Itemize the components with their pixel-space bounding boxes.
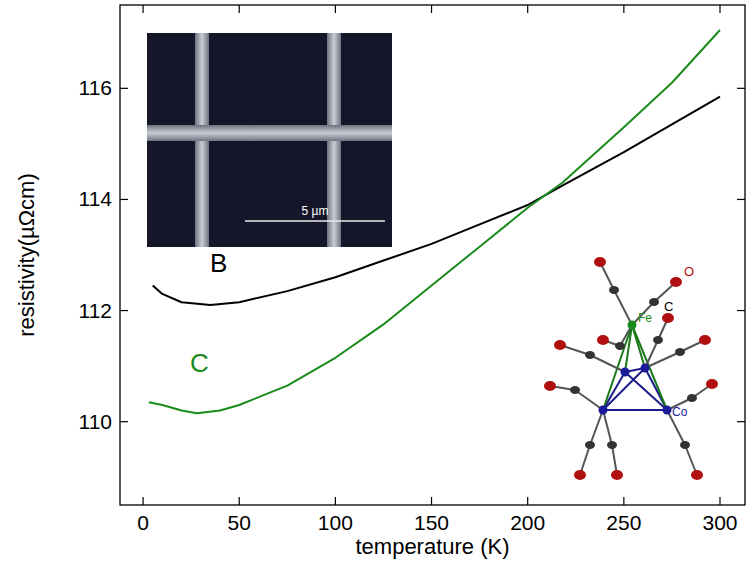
y-tick-right <box>737 421 745 422</box>
iron-atom <box>628 321 637 330</box>
oxygen-atom <box>554 340 566 350</box>
sem-inset: 5 µm <box>147 33 392 247</box>
scale-bar-label: 5 µm <box>302 204 329 218</box>
cobalt-atom <box>641 364 650 373</box>
y-tick-label: 112 <box>79 299 112 322</box>
scale-bar <box>245 220 385 221</box>
carbon-atom <box>615 342 625 350</box>
bond <box>603 409 667 411</box>
oxygen-atom <box>691 470 703 480</box>
y-tick-label: 110 <box>79 410 112 433</box>
y-axis-title: resistivity(µΩcm) <box>14 173 39 337</box>
y-tick <box>120 199 128 200</box>
bond <box>632 325 667 410</box>
x-tick-label: 0 <box>137 511 149 534</box>
bond <box>575 390 603 410</box>
y-tick-right <box>737 310 745 311</box>
y-tick-right <box>737 88 745 89</box>
plot-area <box>149 30 720 413</box>
oxygen-atom <box>706 379 718 389</box>
atom-label: O <box>684 264 694 279</box>
x-tick <box>527 497 528 505</box>
oxygen-atom <box>594 257 606 267</box>
x-axis-title: temperature (K) <box>355 534 509 559</box>
x-tick-top <box>719 5 720 13</box>
bond <box>590 355 625 372</box>
y-tick <box>120 88 128 89</box>
bond <box>614 290 632 325</box>
series-line <box>153 97 720 305</box>
series-line <box>149 30 720 413</box>
atom-label: C <box>664 299 673 314</box>
carbon-atom <box>680 441 690 449</box>
molecule: O C Fe Co <box>544 257 718 480</box>
x-tick-top <box>142 5 143 13</box>
x-tick <box>719 497 720 505</box>
carbon-atom <box>570 386 580 394</box>
sem-background <box>147 33 392 247</box>
carbon-atom <box>675 348 685 356</box>
x-tick <box>239 497 240 505</box>
x-tick-label: 100 <box>318 511 353 534</box>
bond <box>632 325 645 368</box>
carbon-atom <box>609 286 619 294</box>
sem-wire <box>147 125 392 141</box>
y-tick <box>120 421 128 422</box>
oxygen-atom <box>544 381 556 391</box>
series-label: C <box>190 348 209 378</box>
oxygen-atom <box>574 470 586 480</box>
carbon-atom <box>687 394 697 402</box>
oxygen-atom <box>699 335 711 345</box>
x-tick <box>623 497 624 505</box>
bond <box>603 410 612 445</box>
x-tick-label: 250 <box>606 511 641 534</box>
oxygen-atom <box>662 313 674 323</box>
x-tick-top <box>335 5 336 13</box>
atom-label: Co <box>672 405 688 419</box>
x-tick-top <box>623 5 624 13</box>
y-tick-label: 114 <box>79 187 113 210</box>
x-tick-label: 300 <box>702 511 737 534</box>
cobalt-atom <box>663 406 672 415</box>
x-tick-top <box>431 5 432 13</box>
x-tick-top <box>527 5 528 13</box>
x-tick <box>142 497 143 505</box>
x-tick-top <box>239 5 240 13</box>
carbon-atom <box>607 441 617 449</box>
oxygen-atom <box>597 335 609 345</box>
bond <box>645 340 658 368</box>
chart: 0 50 100 150 200 250 300 110 112 114 116 temperatur… <box>0 0 752 563</box>
x-tick <box>335 497 336 505</box>
y-tick-label: 116 <box>79 76 112 99</box>
carbon-atom <box>585 351 595 359</box>
series-label: B <box>210 248 227 278</box>
bond <box>590 410 603 445</box>
carbon-atom <box>649 298 659 306</box>
carbon-atom <box>585 441 595 449</box>
plot-frame <box>120 5 745 505</box>
bond <box>632 302 654 325</box>
oxygen-atom <box>611 470 623 480</box>
atom-label: Fe <box>638 311 652 325</box>
cobalt-atom <box>599 406 608 415</box>
y-tick-right <box>737 199 745 200</box>
x-tick-label: 150 <box>414 511 449 534</box>
x-tick-label: 200 <box>510 511 545 534</box>
oxygen-atom <box>670 277 682 287</box>
y-tick <box>120 310 128 311</box>
cobalt-atom <box>621 368 630 377</box>
x-tick <box>431 497 432 505</box>
carbon-atom <box>653 336 663 344</box>
bond <box>625 372 667 410</box>
x-tick-label: 50 <box>228 511 251 534</box>
